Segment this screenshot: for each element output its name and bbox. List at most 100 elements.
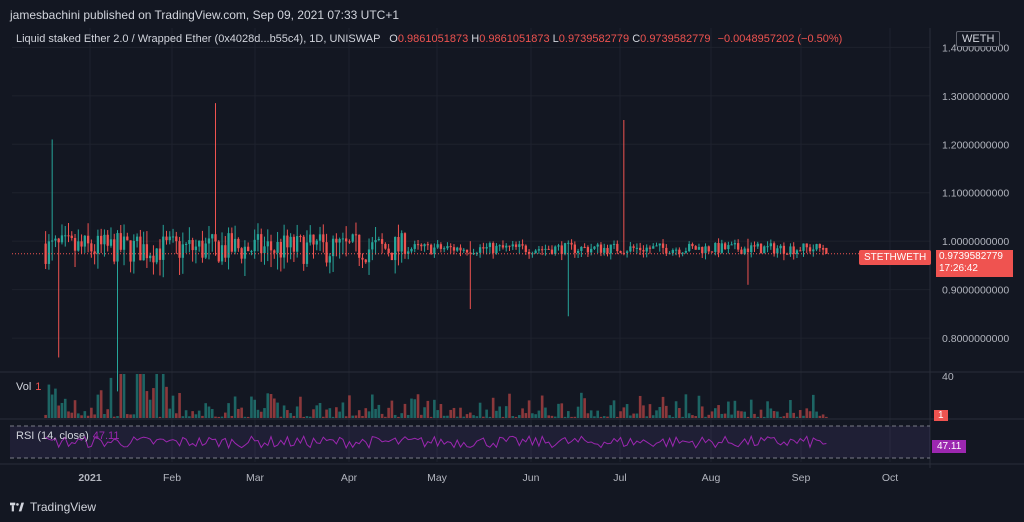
candle-body [723, 243, 727, 250]
candle-body [312, 234, 315, 245]
candle-body [821, 247, 825, 250]
volume-bar [635, 413, 639, 418]
y-tick-label: 1.1000000000 [942, 188, 1009, 200]
volume-bar [488, 416, 492, 418]
volume-bar [615, 416, 619, 418]
candle-body [371, 242, 374, 250]
x-tick-label: Apr [341, 472, 358, 484]
volume-bar [583, 398, 586, 418]
candle-body [289, 236, 292, 248]
candle-body [217, 241, 220, 262]
candle-body [720, 243, 723, 253]
volume-bar [403, 403, 407, 418]
volume-bar [197, 410, 201, 418]
volume-bar [413, 399, 417, 418]
candle-body [639, 247, 642, 251]
candle-body [149, 255, 152, 259]
volume-bar [240, 407, 243, 418]
volume-bar [782, 416, 786, 418]
volume-bar [433, 399, 436, 418]
volume-bar [717, 405, 720, 418]
volume-bar [233, 396, 237, 418]
legend-o-value: 0.9861051873 [397, 33, 469, 45]
candle-body [351, 234, 354, 242]
volume-bar [308, 416, 312, 418]
volume-bar [593, 416, 596, 418]
candle-body [436, 244, 439, 248]
candle-body [534, 250, 537, 254]
currency-badge[interactable]: WETH [956, 31, 1001, 47]
candle-body [586, 247, 590, 253]
volume-bar [145, 391, 149, 418]
candle-body [727, 245, 730, 250]
candle-body [492, 243, 495, 254]
volume-bar [423, 407, 426, 418]
candle-body [256, 234, 260, 240]
volume-bar [220, 416, 224, 418]
volume-bar [678, 408, 681, 418]
volume-bar [83, 411, 87, 418]
volume-axis-label: 40 [942, 371, 954, 383]
y-tick-label: 1.3000000000 [942, 91, 1009, 103]
candle-body [563, 243, 567, 255]
candle-body [83, 235, 86, 247]
candle-body [335, 238, 338, 243]
volume-bar [393, 414, 397, 418]
volume-bar [335, 407, 338, 418]
volume-bar [753, 413, 756, 418]
candle-body [776, 248, 779, 254]
candle-body [116, 233, 119, 262]
candle-body [73, 237, 77, 251]
volume-bar [168, 408, 172, 418]
volume-bar [416, 394, 420, 418]
candle-body [181, 244, 184, 258]
volume-bar [472, 415, 475, 418]
volume-bar [96, 394, 100, 418]
volume-bar [207, 406, 211, 418]
candle-body [145, 244, 149, 259]
candle-body [482, 247, 485, 249]
volume-bar [256, 409, 260, 418]
volume-bar [384, 416, 387, 418]
candle-body [612, 243, 616, 245]
volume-bar [263, 408, 266, 418]
candle-body [753, 245, 756, 247]
tradingview-logo[interactable]: TradingView [10, 500, 96, 514]
volume-bar [710, 411, 714, 418]
volume-bar [171, 395, 175, 418]
candle-body [678, 249, 681, 254]
candle-body [54, 238, 57, 241]
candle-body [165, 236, 168, 241]
candle-body [397, 236, 400, 252]
volume-bar [387, 407, 390, 418]
volume-bar [485, 409, 488, 418]
candle-body [730, 244, 733, 246]
volume-bar [86, 415, 90, 418]
candle-body [390, 252, 394, 261]
chart-canvas[interactable]: 1.40000000001.30000000001.20000000001.10… [0, 0, 1024, 496]
candle-body [315, 240, 318, 245]
candle-body [478, 247, 482, 253]
candle-body [354, 234, 358, 236]
candle-body [772, 243, 776, 254]
volume-bar [498, 406, 502, 418]
candle-body [550, 249, 554, 254]
volume-bar [622, 407, 626, 418]
volume-bar [429, 416, 433, 418]
candle-body [90, 243, 93, 252]
volume-bar [609, 405, 613, 418]
x-tick-label: Feb [163, 472, 181, 484]
candle-body [51, 240, 54, 242]
volume-bar [315, 405, 319, 418]
candle-body [485, 247, 488, 249]
volume-bar [795, 416, 799, 418]
candle-body [505, 245, 508, 248]
volume-bar [390, 400, 394, 418]
candle-body [407, 251, 410, 254]
candle-body [750, 245, 753, 253]
volume-bar [367, 411, 371, 418]
volume-bar [661, 396, 665, 418]
volume-bar [129, 414, 132, 418]
volume-bar [779, 416, 782, 418]
volume-bar [253, 399, 257, 418]
